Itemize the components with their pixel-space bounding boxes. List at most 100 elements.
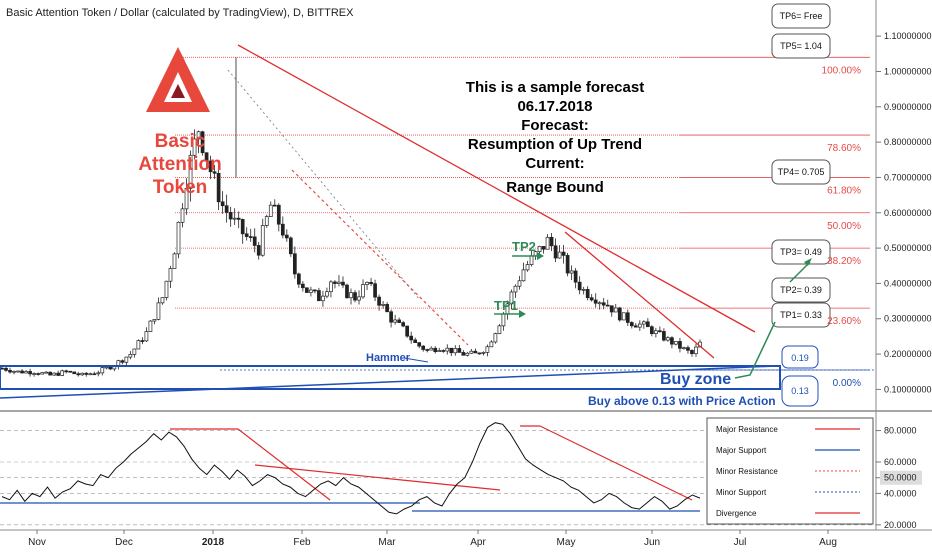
candle-body [601,302,606,306]
hammer-label: Hammer [366,352,411,364]
time-tick-label: Nov [28,537,46,548]
candle-body [385,304,389,313]
candle-body [204,152,209,162]
candle-body [224,205,229,213]
candle-body [88,373,93,376]
candle-body [321,295,325,302]
candle-body [156,302,161,320]
tp6-box [771,3,831,29]
candle-body [256,245,261,256]
candle-body [216,172,221,203]
candle-body [280,223,285,236]
candle-body [124,356,129,363]
tp4-box [771,159,831,185]
candle-body [529,255,534,265]
candle-body [477,352,482,355]
candle-body [357,296,361,301]
candle-body [96,372,101,375]
candle-body [148,320,153,332]
downtrend-line-minor [564,231,715,359]
candle-body [292,253,297,275]
price-tick-label: 1.00000000 [884,66,932,76]
candle-body [465,352,470,356]
candle-body [613,307,618,313]
candle-body [670,337,674,345]
logo-line1: Basic [155,131,206,152]
candle-body [633,325,638,328]
candle-body [192,138,197,156]
candle-body [244,233,249,237]
candle-body [232,217,237,220]
tp1-pointer [734,321,776,379]
rsi-resistance-2 [237,428,331,501]
price-tick-label: 0.80000000 [884,137,932,147]
candle-body [413,339,418,343]
candle-body [461,352,466,356]
candle-body [108,366,113,370]
candle-body [493,333,498,343]
fib-label: 38.20% [827,256,861,267]
candle-body [469,350,474,354]
candle-body [172,253,177,269]
time-tick-label: May [557,537,576,548]
candle-body [666,337,670,341]
candle-body [188,154,193,189]
price-tick-label: 0.10000000 [884,384,932,394]
candle-body [132,348,137,355]
legend-item-1: Major Support [716,446,767,455]
candle-body [393,319,397,323]
candle-body [425,349,430,351]
rsi-tick-label: 20.0000 [884,520,917,530]
tp3-label: TP3= 0.49 [780,247,822,257]
candle-body [297,273,301,285]
rsi-tick-label: 80.0000 [884,426,917,436]
legend-item-3: Minor Support [716,488,767,497]
candles [0,57,702,377]
trendlines [0,44,777,399]
price-axis-panel [876,0,932,530]
candle-body [501,313,506,327]
candle-body [686,347,690,351]
candle-body [12,370,16,373]
candle-body [80,372,85,376]
tp1-box [771,302,831,328]
candle-body [437,350,442,352]
candle-body [268,204,273,217]
hammer-arrow [403,357,429,363]
candle-body [144,331,149,342]
candle-body [184,188,189,210]
candle-body [56,372,61,376]
candle-body [605,304,610,307]
rsi-resistance-3 [254,464,501,491]
tp5-label: TP5= 1.04 [780,41,822,51]
legend-item-2: Minor Resistance [716,467,778,476]
candle-body [276,204,281,225]
candle-body [654,330,658,335]
candle-body [369,281,373,285]
forecast-line-2: 06.17.2018 [517,98,592,115]
tp1-chart-arrow-head-icon [519,310,526,318]
candle-body [397,319,401,323]
candle-body [489,341,494,348]
candle-body [621,312,626,321]
candle-body [140,340,145,342]
candle-body [84,372,89,375]
candle-body [40,372,44,375]
candle-body [694,346,698,355]
forecast-line-4: Resumption of Up Trend [468,136,642,153]
candle-body [317,290,321,302]
fib-label: 61.80% [827,185,861,196]
candle-body [128,354,133,358]
candle-body [309,289,313,293]
candle-body [76,373,81,376]
time-tick-label: Aug [819,537,837,548]
candle-body [337,281,341,284]
tp6-label: TP6= Free [780,11,823,21]
candle-body [100,367,105,374]
candle-body [325,291,329,297]
candle-body [160,297,165,304]
logo-core-triangle-icon [171,84,185,98]
candle-body [365,281,369,285]
candle-body [373,283,377,298]
